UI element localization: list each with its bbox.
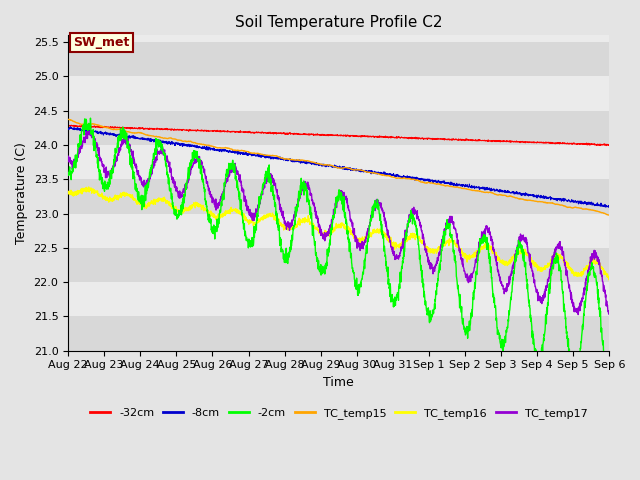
Bar xyxy=(68,214,609,248)
Bar xyxy=(68,145,609,179)
Text: SW_met: SW_met xyxy=(74,36,130,49)
Bar xyxy=(68,248,609,282)
Bar xyxy=(68,76,609,111)
Bar xyxy=(68,111,609,145)
Bar xyxy=(68,42,609,76)
Bar xyxy=(68,282,609,316)
X-axis label: Time: Time xyxy=(323,376,354,389)
Bar xyxy=(68,316,609,350)
Y-axis label: Temperature (C): Temperature (C) xyxy=(15,142,28,244)
Title: Soil Temperature Profile C2: Soil Temperature Profile C2 xyxy=(235,15,442,30)
Legend: -32cm, -8cm, -2cm, TC_temp15, TC_temp16, TC_temp17: -32cm, -8cm, -2cm, TC_temp15, TC_temp16,… xyxy=(86,404,592,423)
Bar xyxy=(68,179,609,214)
